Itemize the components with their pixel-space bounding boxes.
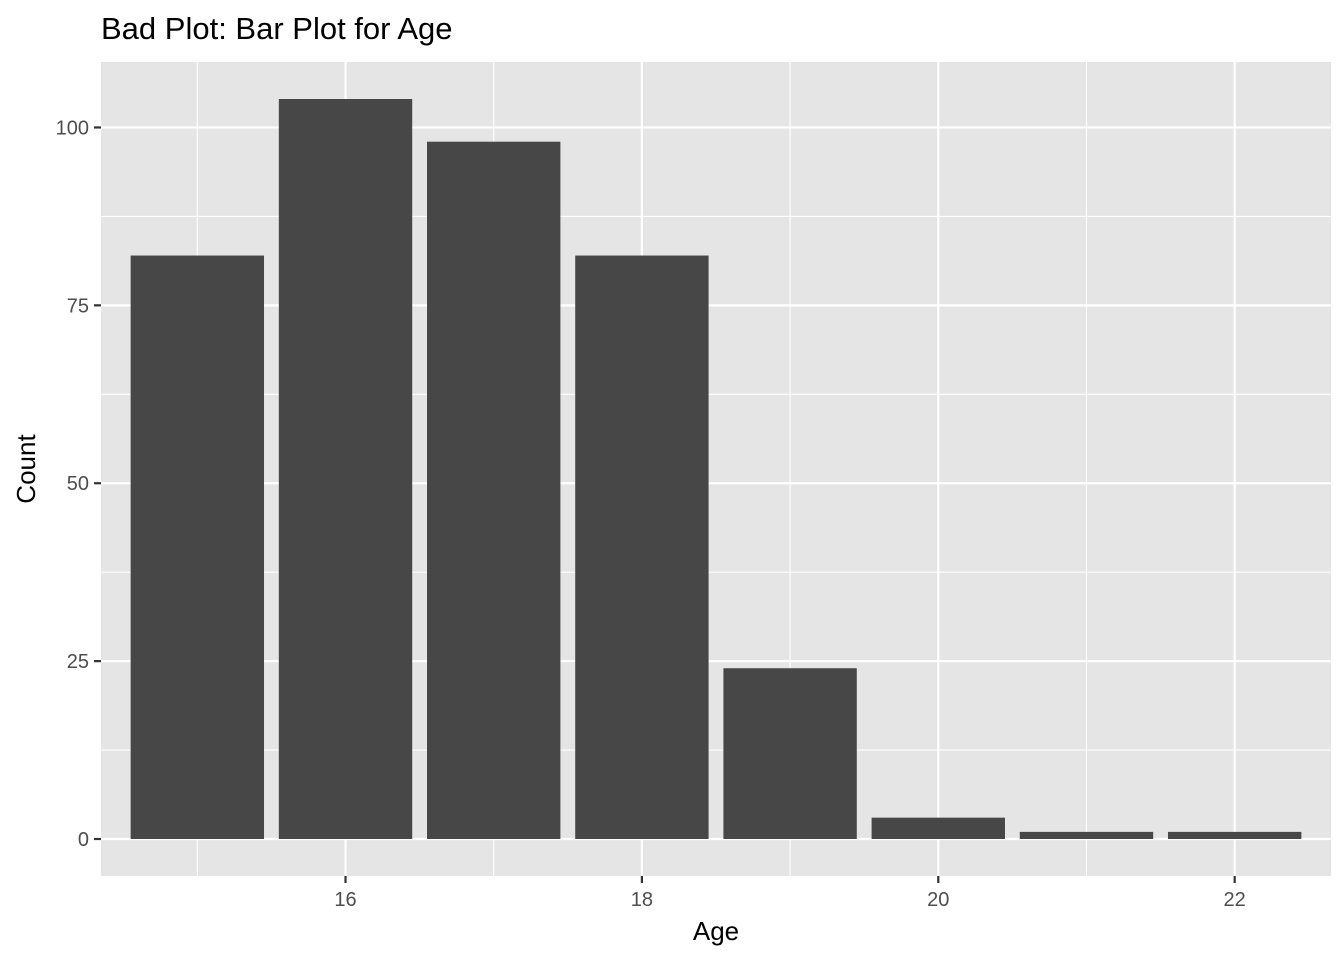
bar-age-21 <box>1019 831 1154 839</box>
y-tick-label: 75 <box>67 295 89 317</box>
bar-age-15 <box>130 255 265 840</box>
x-axis-ticks: 16 18 20 22 <box>334 876 1246 911</box>
bar-age-16 <box>278 99 413 839</box>
bar-age-22 <box>1167 831 1302 839</box>
x-tick-label: 16 <box>334 889 356 911</box>
y-axis-title: Count <box>11 434 41 504</box>
y-tick-label: 50 <box>67 473 89 495</box>
bar-age-20 <box>871 817 1005 839</box>
bar-age-17 <box>427 141 561 839</box>
bar-age-19 <box>723 668 857 839</box>
x-tick-label: 22 <box>1224 889 1246 911</box>
y-tick-label: 0 <box>78 829 89 851</box>
x-axis-title: Age <box>693 916 739 946</box>
y-axis-ticks: 0 25 50 75 100 <box>56 117 101 851</box>
bars <box>130 99 1302 840</box>
y-tick-label: 100 <box>56 117 89 139</box>
bar-age-18 <box>575 255 709 840</box>
chart-title: Bad Plot: Bar Plot for Age <box>101 11 453 46</box>
x-tick-label: 18 <box>631 889 653 911</box>
y-tick-label: 25 <box>67 651 89 673</box>
x-tick-label: 20 <box>927 889 949 911</box>
